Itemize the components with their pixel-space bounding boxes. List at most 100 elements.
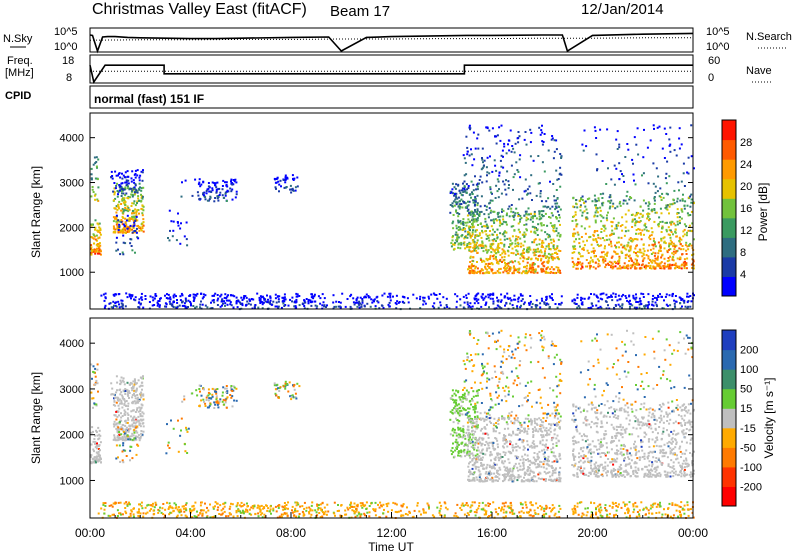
power-cell-1442 xyxy=(507,265,510,267)
velocity-cell-848 xyxy=(460,400,463,403)
power-cell-2285 xyxy=(635,232,637,235)
velocity-cell-451 xyxy=(133,428,136,431)
velocity-cell-572 xyxy=(211,387,214,390)
velocity-cell-744 xyxy=(473,406,476,409)
power-cell-3010 xyxy=(462,295,465,298)
power-cell-2433 xyxy=(652,265,655,268)
power-cell-503 xyxy=(181,181,183,184)
power-cell-1859 xyxy=(622,202,625,205)
power-cell-2486 xyxy=(685,253,688,255)
power-cell-2328 xyxy=(659,266,662,269)
power-cell-2458 xyxy=(663,266,666,269)
power-cell-3165 xyxy=(283,293,286,296)
power-cell-1351 xyxy=(493,254,496,257)
velocity-cell-1355 xyxy=(542,426,545,429)
power-cell-1010 xyxy=(491,170,494,173)
frequency-series xyxy=(89,64,693,84)
power-cell-2521 xyxy=(654,257,657,260)
velocity-cell-1104 xyxy=(527,414,530,417)
power-cell-414 xyxy=(126,170,129,173)
power-cell-1027 xyxy=(485,126,488,129)
power-cell-266 xyxy=(118,207,120,210)
power-cell-3303 xyxy=(235,301,238,304)
velocity-cell-591 xyxy=(233,399,236,402)
velocity-cell-499 xyxy=(181,400,184,403)
velocity-cell-925 xyxy=(488,378,491,381)
power-cell-1414 xyxy=(538,250,541,253)
power-cell-99 xyxy=(140,187,143,190)
power-cell-69 xyxy=(90,253,93,256)
power-cell-2422 xyxy=(620,236,623,239)
velocity-cell-442 xyxy=(122,449,125,452)
power-cell-3325 xyxy=(257,306,260,309)
velocity-cell-349 xyxy=(118,422,121,425)
power-ylabel: Slant Range [km] xyxy=(29,166,43,258)
velocity-cell-694 xyxy=(454,399,456,402)
power-cell-2613 xyxy=(678,137,681,140)
power-cell-2265 xyxy=(682,235,685,238)
power-cell-2583 xyxy=(671,257,674,260)
power-cell-3288 xyxy=(419,298,421,301)
power-cell-2619 xyxy=(656,190,659,193)
power-cell-3156 xyxy=(599,297,602,300)
power-cell-3463 xyxy=(184,297,187,300)
velocity-cell-120 xyxy=(116,415,119,418)
velocity-cell-962 xyxy=(527,425,529,428)
power-cell-2465 xyxy=(679,222,681,225)
power-cell-2204 xyxy=(642,252,645,255)
velocity-cell-376 xyxy=(122,377,125,380)
power-cell-909 xyxy=(541,143,544,146)
velocity-cell-935 xyxy=(470,403,472,406)
power-cell-2504 xyxy=(678,265,681,268)
power-cell-1207 xyxy=(542,215,545,217)
power-cell-2718 xyxy=(669,150,672,153)
power-cell-2538 xyxy=(653,208,656,210)
power-cell-2567 xyxy=(594,219,597,222)
power-cell-2535 xyxy=(649,234,651,237)
power-cell-3021 xyxy=(168,297,171,300)
power-cell-1041 xyxy=(509,129,512,132)
power-cell-2848 xyxy=(642,293,645,296)
power-cell-1372 xyxy=(483,225,486,228)
power-cell-375 xyxy=(113,182,116,184)
power-cell-436 xyxy=(130,245,133,247)
velocity-cell-681 xyxy=(455,417,457,420)
power-cell-2636 xyxy=(621,173,623,176)
power-cell-1284 xyxy=(519,237,522,240)
power-cell-2228 xyxy=(593,231,596,234)
power-cell-3216 xyxy=(576,293,579,296)
power-cell-3040 xyxy=(335,300,338,303)
power-cell-2127 xyxy=(680,248,682,251)
velocity-cell-160 xyxy=(142,394,145,397)
power-cell-204 xyxy=(122,217,125,219)
power-cell-3273 xyxy=(595,304,598,307)
velocity-cell-430 xyxy=(115,401,118,404)
power-cell-2421 xyxy=(685,234,688,237)
velocity-cell-1011 xyxy=(476,342,479,345)
velocity-cell-753 xyxy=(461,393,464,396)
velocity-cell-382 xyxy=(111,387,114,390)
power-cell-1350 xyxy=(530,269,533,271)
velocity-cell-804 xyxy=(463,394,466,397)
velocity-cell-425 xyxy=(129,383,131,386)
power-cell-3435 xyxy=(459,304,462,307)
power-cell-1303 xyxy=(474,265,477,268)
power-cell-326 xyxy=(115,211,118,214)
power-cell-1051 xyxy=(553,150,556,153)
power-cell-3231 xyxy=(223,300,225,303)
velocity-cell-690 xyxy=(463,397,466,400)
velocity-cell-917 xyxy=(480,374,483,377)
power-cell-743 xyxy=(451,204,454,207)
power-cell-1418 xyxy=(484,220,487,223)
power-cell-3397 xyxy=(591,304,594,307)
power-cell-2006 xyxy=(610,256,613,259)
velocity-cell-1045 xyxy=(541,345,544,348)
velocity-cell-11 xyxy=(98,433,101,436)
velocity-cell-1088 xyxy=(471,418,474,420)
power-cell-2317 xyxy=(683,228,686,231)
power-cell-2227 xyxy=(666,260,669,263)
power-cell-308 xyxy=(141,223,144,226)
power-cell-2061 xyxy=(600,215,603,218)
power-cell-1048 xyxy=(498,171,501,174)
power-cell-1309 xyxy=(518,267,521,270)
